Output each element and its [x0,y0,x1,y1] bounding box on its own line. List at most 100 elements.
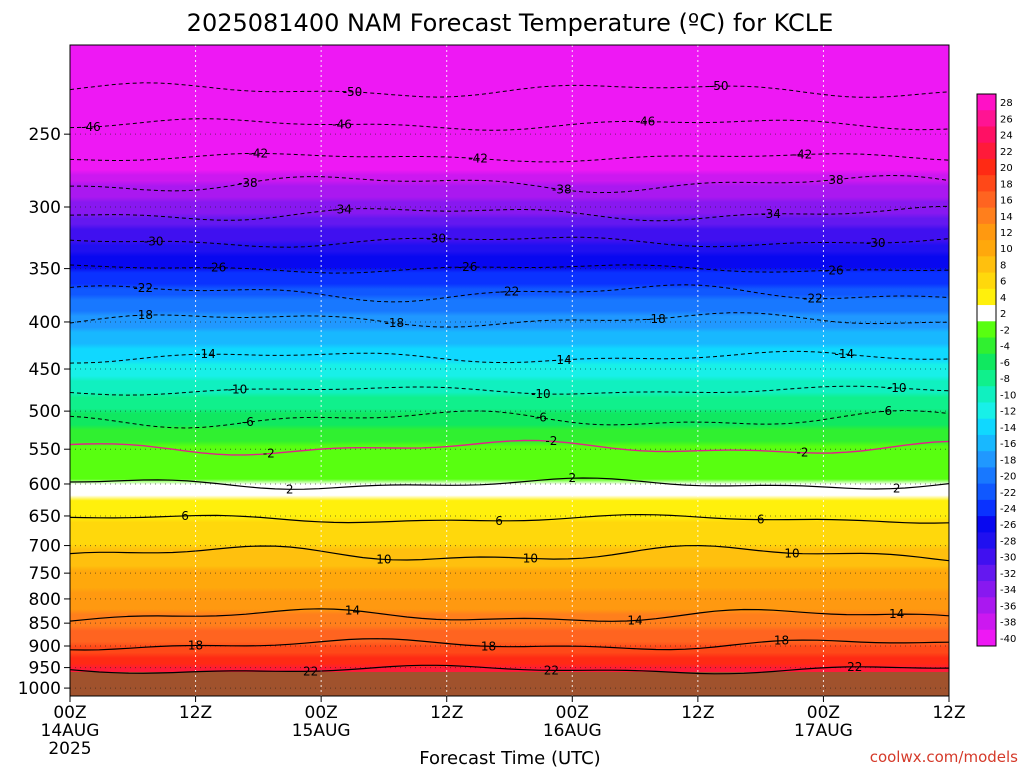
isotherm-label--14-1: -14 [552,353,572,367]
colorbar-cell--20 [977,467,996,485]
colorbar-label--20: -20 [1000,472,1016,483]
colorbar-cell--24 [977,499,996,517]
isotherm-label-18-2: 18 [774,634,789,648]
colorbar-cell--28 [977,532,996,550]
isotherm-label--2-0: -2 [263,447,275,461]
colorbar-label-28: 28 [1000,98,1013,109]
time-tick-sublabel-2-0: 15AUG [292,721,351,741]
pressure-tick-label-300: 300 [29,198,61,218]
colorbar-label-24: 24 [1000,131,1013,142]
pressure-tick-label-800: 800 [29,590,61,610]
isotherm-label-10-2: 10 [784,546,799,560]
isotherm-label--30-1: -30 [426,232,446,246]
colorbar-label--2: -2 [1000,325,1010,336]
colorbar-cell--14 [977,418,996,436]
colorbar-label--38: -38 [1000,618,1016,629]
colorbar-cell--2 [977,321,996,339]
colorbar-cell-6 [977,272,996,290]
colorbar-label--16: -16 [1000,439,1016,450]
isotherm-label--46-0: -46 [81,120,101,134]
isotherm-label--22-0: -22 [133,281,153,295]
colorbar-frame [976,93,997,647]
isotherm-label--6-0: -6 [242,415,254,429]
pressure-tick-label-550: 550 [29,440,61,460]
colorbar-label-14: 14 [1000,212,1013,223]
isotherm-label-6-2: 6 [757,513,765,527]
isotherm-label--14-0: -14 [196,347,216,361]
colorbar-cell-28 [977,94,996,111]
colorbar-cell-10 [977,240,996,257]
colorbar-label-8: 8 [1000,260,1006,271]
isotherm-label--18-0: -18 [133,308,153,322]
colorbar-cell--10 [977,386,996,403]
isotherm-label--38-0: -38 [238,176,258,190]
colorbar-label-10: 10 [1000,244,1013,255]
time-gridlines [195,45,824,696]
time-tick-label-4: 00Z [556,703,589,723]
isotherm--22 [70,284,949,303]
isotherm-14 [70,608,949,622]
isotherm-label--2-1: -2 [545,434,557,448]
isotherm--18 [70,312,949,328]
isotherm--6 [70,409,949,429]
time-tick-sublabel-4-0: 16AUG [543,721,602,741]
pressure-tick-label-350: 350 [29,260,61,280]
isotherm-label--26-1: -26 [458,260,478,274]
pressure-tick-label-850: 850 [29,614,61,634]
colorbar-label--26: -26 [1000,520,1016,531]
isotherm-label--10-2: -10 [887,381,907,395]
colorbar-cell--16 [977,434,996,452]
colorbar-label--10: -10 [1000,390,1016,401]
colorbar-cell--18 [977,451,996,468]
time-tick-label-3: 12Z [430,703,463,723]
isotherm-10 [70,544,949,562]
isotherm-label--46-2: -46 [636,115,656,129]
isotherm-2 [70,477,949,490]
isotherm-label--22-1: -22 [500,285,520,299]
time-tick-sublabel-0-1: 2025 [48,739,91,759]
pressure-tick-label-450: 450 [29,360,61,380]
colorbar-cell--34 [977,581,996,598]
temperature-field [70,45,949,696]
isotherm-label--26-0: -26 [207,261,227,275]
isotherm--2 [70,439,949,456]
colorbar-label--40: -40 [1000,634,1016,645]
isotherm-label-22-2: 22 [847,660,862,674]
isotherm-label--50-0: -50 [343,85,363,99]
isotherm-6 [70,513,949,524]
colorbar-cell-26 [977,110,996,127]
colorbar-cell-12 [977,223,996,241]
pressure-tick-label-700: 700 [29,537,61,557]
isotherm-label-2-2: 2 [893,481,901,495]
pressure-tick-label-750: 750 [29,564,61,584]
pressure-axis: 250 300 350 400 450 500 550 600 650 700 750 800 850 9… [18,125,70,699]
colorbar-cell--32 [977,564,996,582]
isotherm-label--18-2: -18 [646,312,666,326]
colorbar-label-4: 4 [1000,293,1006,304]
isotherm-label--30-0: -30 [144,234,164,248]
colorbar-cell-24 [977,126,996,144]
colorbar-cell-2 [977,305,996,322]
colorbar-cell--8 [977,370,996,387]
isotherm-label-18-0: 18 [188,639,203,653]
isotherm-label--30-2: -30 [866,236,886,250]
isotherm-label--26-2: -26 [824,263,844,277]
colorbar-cell--26 [977,516,996,533]
pressure-tick-label-400: 400 [29,313,61,333]
colorbar-cell--22 [977,483,996,501]
chart-title: 2025081400 NAM Forecast Temperature (ºC)… [187,9,834,37]
isotherm-22 [70,664,949,675]
isotherm-label--22-2: -22 [803,292,823,306]
pressure-tick-label-600: 600 [29,475,61,495]
isotherm-label-10-1: 10 [523,551,538,565]
colorbar-label--32: -32 [1000,569,1016,580]
isotherm-label--42-1: -42 [468,152,488,166]
isotherm-label--34-1: -34 [761,207,781,221]
isotherm-label--38-2: -38 [824,173,844,187]
colorbar-label--18: -18 [1000,455,1016,466]
x-axis-label: Forecast Time (UTC) [419,748,600,768]
isotherm-label--34-0: -34 [332,202,352,216]
